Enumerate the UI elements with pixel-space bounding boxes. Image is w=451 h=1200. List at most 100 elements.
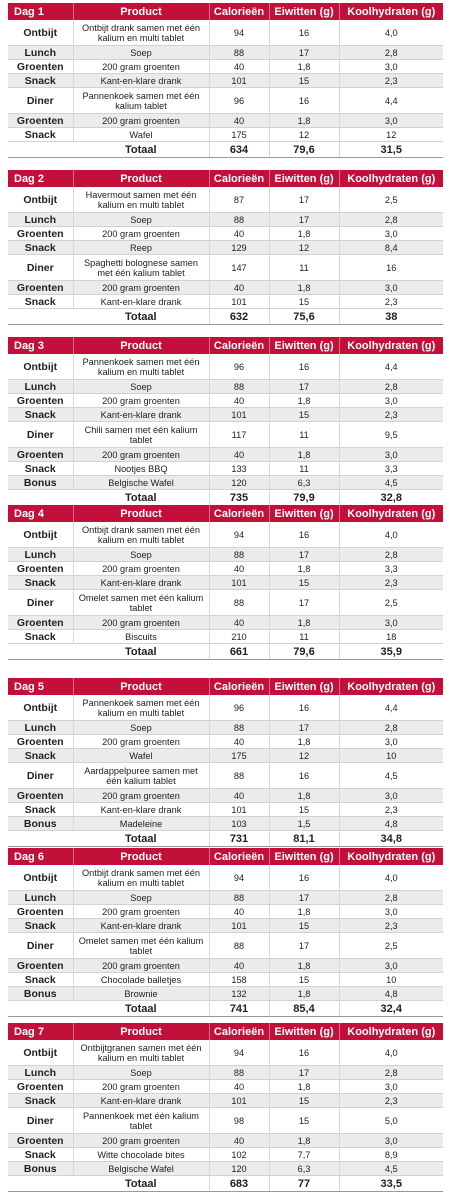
protein-cell: 1,8 bbox=[269, 904, 340, 919]
table-row: Groenten 200 gram groenten 40 1,8 3,0 bbox=[8, 734, 443, 749]
total-label: Totaal bbox=[73, 308, 210, 325]
protein-cell: 15 bbox=[269, 407, 340, 422]
product-cell: 200 gram groenten bbox=[73, 1133, 210, 1148]
carbs-cell: 4,5 bbox=[339, 475, 443, 490]
table-row: Snack Reep 129 12 8,4 bbox=[8, 240, 443, 255]
protein-cell: 1,8 bbox=[269, 615, 340, 630]
total-calories: 683 bbox=[209, 1175, 270, 1192]
calories-cell: 133 bbox=[209, 461, 270, 476]
table-row: Bonus Belgische Wafel 120 6,3 4,5 bbox=[8, 1161, 443, 1176]
meal-cell: Groenten bbox=[8, 113, 74, 128]
calories-cell: 40 bbox=[209, 734, 270, 749]
carbs-cell: 3,0 bbox=[339, 1133, 443, 1148]
protein-cell: 17 bbox=[269, 187, 340, 213]
carbs-cell: 4,0 bbox=[339, 865, 443, 891]
calories-header: Calorieën bbox=[209, 678, 270, 695]
table-row: Lunch Soep 88 17 2,8 bbox=[8, 890, 443, 905]
total-label: Totaal bbox=[73, 643, 210, 660]
carbs-cell: 2,8 bbox=[339, 45, 443, 60]
total-label: Totaal bbox=[73, 489, 210, 506]
meal-cell: Groenten bbox=[8, 958, 74, 973]
total-protein: 75,6 bbox=[269, 308, 340, 325]
carbs-header: Koolhydraten (g) bbox=[339, 678, 443, 695]
product-cell: Chocolade balletjes bbox=[73, 972, 210, 987]
carbs-header: Koolhydraten (g) bbox=[339, 3, 443, 20]
meal-cell: Diner bbox=[8, 254, 74, 281]
meal-cell: Lunch bbox=[8, 379, 74, 394]
product-cell: Wafel bbox=[73, 127, 210, 142]
product-cell: 200 gram groenten bbox=[73, 59, 210, 74]
table-row: Snack Kant-en-klare drank 101 15 2,3 bbox=[8, 802, 443, 817]
product-cell: Chili samen met één kalium tablet bbox=[73, 421, 210, 448]
protein-cell: 16 bbox=[269, 354, 340, 380]
calories-cell: 88 bbox=[209, 1065, 270, 1080]
total-carbs: 32,4 bbox=[339, 1000, 443, 1017]
protein-cell: 15 bbox=[269, 972, 340, 987]
total-protein: 79,6 bbox=[269, 643, 340, 660]
table-row: Snack Kant-en-klare drank 101 15 2,3 bbox=[8, 575, 443, 590]
total-label: Totaal bbox=[73, 1175, 210, 1192]
protein-cell: 6,3 bbox=[269, 1161, 340, 1176]
table-row: Groenten 200 gram groenten 40 1,8 3,3 bbox=[8, 561, 443, 576]
carbs-cell: 3,3 bbox=[339, 561, 443, 576]
calories-cell: 88 bbox=[209, 720, 270, 735]
table-row: Diner Spaghetti bolognese samen met één k… bbox=[8, 254, 443, 281]
table-row: Lunch Soep 88 17 2,8 bbox=[8, 547, 443, 562]
carbs-cell: 3,0 bbox=[339, 788, 443, 803]
meal-cell: Groenten bbox=[8, 226, 74, 241]
carbs-cell: 3,0 bbox=[339, 447, 443, 462]
product-header: Product bbox=[73, 848, 210, 865]
calories-cell: 40 bbox=[209, 561, 270, 576]
protein-header: Eiwitten (g) bbox=[269, 848, 340, 865]
carbs-cell: 3,0 bbox=[339, 113, 443, 128]
protein-header: Eiwitten (g) bbox=[269, 337, 340, 354]
protein-cell: 16 bbox=[269, 522, 340, 548]
total-calories: 632 bbox=[209, 308, 270, 325]
calories-header: Calorieën bbox=[209, 1023, 270, 1040]
calories-cell: 101 bbox=[209, 575, 270, 590]
carbs-cell: 4,5 bbox=[339, 762, 443, 789]
product-cell: 200 gram groenten bbox=[73, 561, 210, 576]
day-table: Dag 7 Product Calorieën Eiwitten (g) Koolhyd… bbox=[8, 1023, 443, 1192]
carbs-cell: 2,8 bbox=[339, 547, 443, 562]
total-spacer bbox=[8, 308, 73, 325]
product-cell: 200 gram groenten bbox=[73, 904, 210, 919]
calories-cell: 88 bbox=[209, 762, 270, 789]
calories-header: Calorieën bbox=[209, 3, 270, 20]
protein-cell: 15 bbox=[269, 1107, 340, 1134]
product-cell: Soep bbox=[73, 212, 210, 227]
meal-cell: Snack bbox=[8, 294, 74, 309]
meal-cell: Groenten bbox=[8, 393, 74, 408]
protein-cell: 17 bbox=[269, 547, 340, 562]
product-cell: 200 gram groenten bbox=[73, 226, 210, 241]
calories-cell: 158 bbox=[209, 972, 270, 987]
day-label: Dag 7 bbox=[8, 1023, 74, 1040]
calories-cell: 120 bbox=[209, 475, 270, 490]
header-row: Dag 6 Product Calorieën Eiwitten (g) Koolhyd… bbox=[8, 848, 443, 865]
carbs-header: Koolhydraten (g) bbox=[339, 337, 443, 354]
product-cell: Nootjes BBQ bbox=[73, 461, 210, 476]
day-table: Dag 3 Product Calorieën Eiwitten (g) Koolhyd… bbox=[8, 337, 443, 506]
calories-cell: 88 bbox=[209, 379, 270, 394]
protein-cell: 1,8 bbox=[269, 986, 340, 1001]
calories-cell: 101 bbox=[209, 918, 270, 933]
carbs-cell: 2,3 bbox=[339, 1093, 443, 1108]
total-carbs: 38 bbox=[339, 308, 443, 325]
total-carbs: 32,8 bbox=[339, 489, 443, 506]
meal-cell: Diner bbox=[8, 762, 74, 789]
meal-cell: Snack bbox=[8, 802, 74, 817]
product-header: Product bbox=[73, 170, 210, 187]
calories-cell: 147 bbox=[209, 254, 270, 281]
protein-cell: 1,8 bbox=[269, 393, 340, 408]
table-row: Lunch Soep 88 17 2,8 bbox=[8, 45, 443, 60]
protein-cell: 17 bbox=[269, 45, 340, 60]
meal-cell: Bonus bbox=[8, 816, 74, 831]
calories-cell: 101 bbox=[209, 802, 270, 817]
meal-cell: Ontbijt bbox=[8, 20, 74, 46]
meal-cell: Ontbijt bbox=[8, 187, 74, 213]
meal-cell: Lunch bbox=[8, 212, 74, 227]
header-row: Dag 7 Product Calorieën Eiwitten (g) Koolhyd… bbox=[8, 1023, 443, 1040]
day-table: Dag 1 Product Calorieën Eiwitten (g) Koolhyd… bbox=[8, 3, 443, 158]
carbs-cell: 2,5 bbox=[339, 187, 443, 213]
